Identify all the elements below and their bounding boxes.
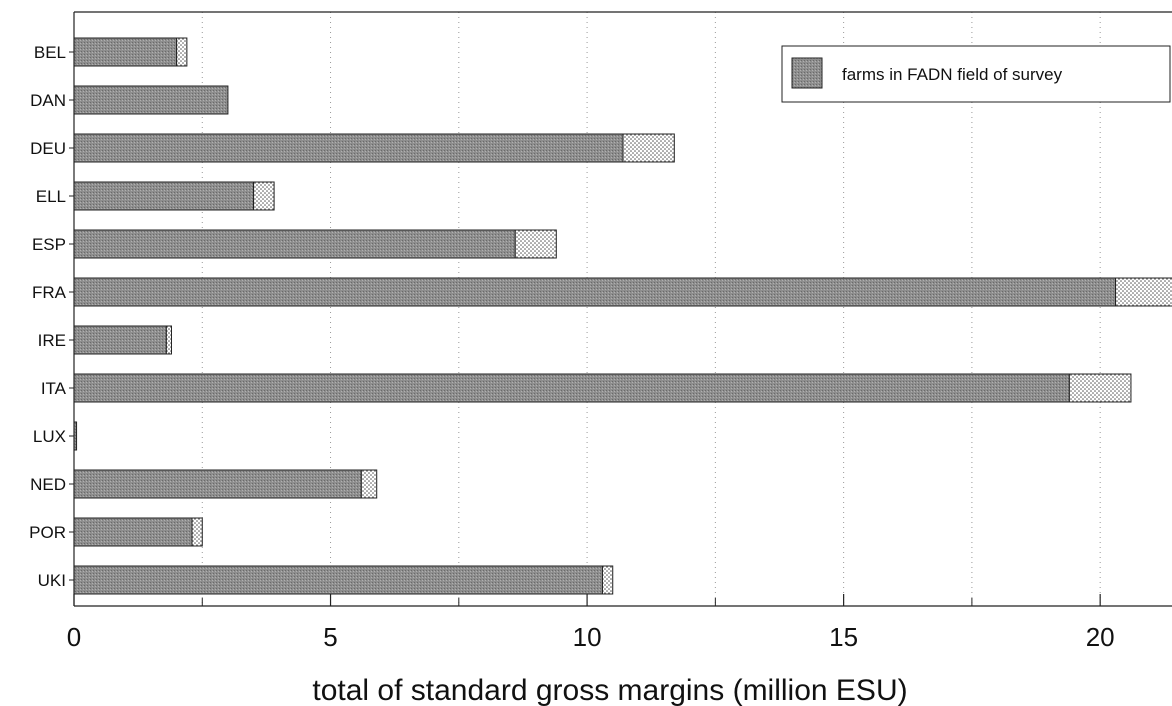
bar-ned-remainder: [360, 469, 378, 499]
bar-esp-remainder: [514, 229, 557, 259]
bar-fra-remainder: [1115, 277, 1172, 307]
bar-ell-in-survey: [73, 181, 255, 211]
legend-swatch: [791, 57, 823, 89]
bar-deu-in-survey: [73, 133, 624, 163]
bar-uki-in-survey: [73, 565, 603, 595]
bar-por-remainder: [191, 517, 203, 547]
x-tick-label: 0: [67, 622, 81, 652]
y-tick-label: UKI: [38, 571, 66, 590]
y-tick-label: ELL: [36, 187, 66, 206]
legend: farms in FADN field of survey: [781, 45, 1171, 103]
bar-dan-in-survey: [73, 85, 229, 115]
bar-fra-in-survey: [73, 277, 1117, 307]
x-tick-label: 10: [573, 622, 602, 652]
y-tick-label: DEU: [30, 139, 66, 158]
bar-ita-in-survey: [73, 373, 1070, 403]
x-axis-label: total of standard gross margins (million…: [312, 674, 907, 706]
grid-lines: [201, 12, 1101, 606]
bar-por-in-survey: [73, 517, 193, 547]
x-tick-label: 20: [1086, 622, 1115, 652]
y-tick-label: BEL: [34, 43, 66, 62]
legend-label: farms in FADN field of survey: [842, 65, 1063, 84]
x-tick-label: 15: [829, 622, 858, 652]
y-tick-label: POR: [29, 523, 66, 542]
bars: [73, 37, 1172, 595]
y-tick-label: LUX: [33, 427, 66, 446]
y-tick-label: ESP: [32, 235, 66, 254]
bar-ita-remainder: [1068, 373, 1132, 403]
x-tick-label: 5: [323, 622, 337, 652]
y-tick-label: IRE: [38, 331, 66, 350]
bar-esp-in-survey: [73, 229, 516, 259]
bar-uki-remainder: [601, 565, 614, 595]
y-tick-label: DAN: [30, 91, 66, 110]
bar-deu-remainder: [622, 133, 675, 163]
bar-bel-remainder: [176, 37, 188, 67]
y-tick-label: ITA: [41, 379, 67, 398]
legend-box: [781, 45, 1171, 103]
bar-ell-remainder: [253, 181, 275, 211]
bar-bel-in-survey: [73, 37, 178, 67]
bar-ire-in-survey: [73, 325, 167, 355]
y-tick-label: NED: [30, 475, 66, 494]
axes: BEL DAN DEU ELL ESP FRA IRE ITA LUX NED POR UKI 0 5 10…: [29, 11, 1172, 652]
y-tick-label: FRA: [32, 283, 67, 302]
bar-ned-in-survey: [73, 469, 362, 499]
bar-ire-remainder: [165, 325, 172, 355]
